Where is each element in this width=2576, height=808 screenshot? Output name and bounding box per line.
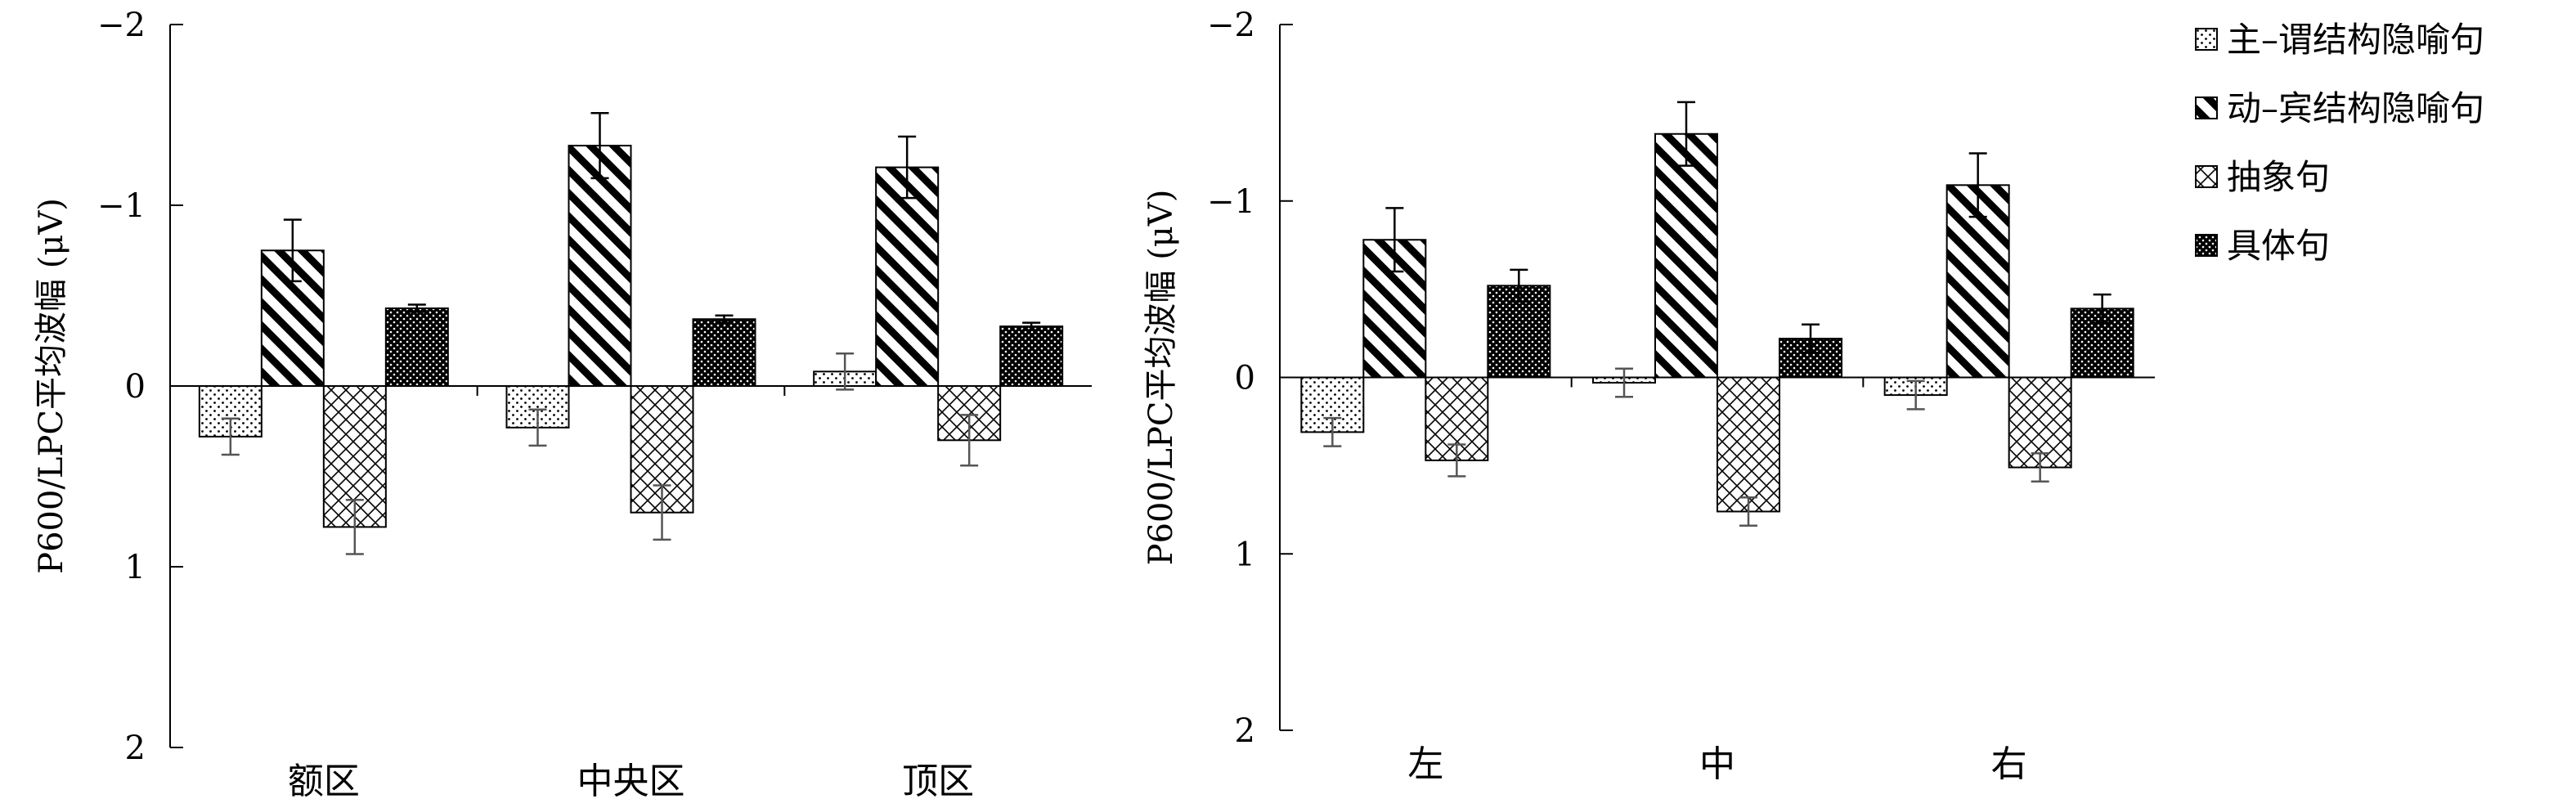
legend-item: 动–宾结构隐喻句	[2195, 88, 2484, 128]
legend-swatch	[2195, 97, 2218, 119]
y-tick-label: 1	[1235, 536, 1255, 573]
chart-panel-1: −2 −1 0 1 2 P600/LPC平均波幅 (μV) 额区 中央区 顶区	[33, 7, 1092, 802]
error-bar	[1906, 379, 1925, 411]
x-category-label: 右	[1991, 743, 2027, 785]
y-tick-label: 0	[125, 368, 146, 406]
error-bar	[898, 135, 917, 200]
y-tick-label: 1	[125, 549, 146, 586]
y-tick-label: 2	[125, 729, 146, 767]
y-tick-label: 0	[1235, 360, 1255, 397]
y-axis-label: P600/LPC平均波幅 (μV)	[33, 198, 70, 574]
error-bar	[836, 352, 855, 391]
error-bar	[1022, 321, 1041, 331]
x-category-label: 中	[1699, 743, 1735, 785]
error-bar	[345, 498, 364, 555]
error-bar	[2093, 293, 2112, 324]
error-bar	[283, 218, 302, 283]
legend-label: 动–宾结构隐喻句	[2227, 88, 2484, 128]
error-bar	[407, 303, 426, 313]
y-tick-label: −1	[1207, 183, 1255, 221]
legend-label: 抽象句	[2227, 157, 2330, 197]
x-category-label: 额区	[288, 761, 360, 802]
y-axis-label: P600/LPC平均波幅 (μV)	[1142, 190, 1180, 566]
error-bar	[590, 112, 609, 180]
x-category-label: 顶区	[902, 761, 974, 802]
legend-swatch	[2195, 234, 2218, 257]
bar	[1654, 132, 1718, 379]
x-category-label: 中央区	[577, 761, 685, 802]
legend-item: 具体句	[2195, 226, 2330, 266]
chart-panel-2: −2 −1 0 1 2 P600/LPC平均波幅 (μV) 左 中 右	[1142, 7, 2155, 785]
bar	[999, 325, 1064, 388]
error-bar	[1323, 416, 1342, 447]
bar	[692, 318, 756, 388]
bar	[1717, 376, 1780, 513]
error-bar	[528, 408, 547, 447]
legend-item: 主–谓结构隐喻句	[2195, 20, 2484, 60]
error-bar	[2031, 452, 2049, 483]
error-bar	[960, 414, 979, 467]
legend-swatch	[2195, 28, 2218, 51]
legend-label: 具体句	[2227, 226, 2330, 266]
bar	[875, 166, 940, 387]
error-bar	[1677, 101, 1695, 167]
error-bar	[1615, 367, 1633, 398]
error-bar	[1385, 207, 1404, 273]
error-bar	[1968, 152, 1987, 218]
bar	[384, 307, 449, 387]
legend-label: 主–谓结构隐喻句	[2227, 20, 2484, 60]
legend-item: 抽象句	[2195, 157, 2330, 197]
y-tick-label: 2	[1235, 712, 1255, 750]
bar	[568, 145, 632, 387]
error-bar	[1739, 496, 1757, 527]
error-bar	[715, 314, 734, 324]
legend-swatch	[2195, 165, 2218, 188]
x-category-label: 左	[1407, 743, 1443, 785]
y-tick-label: −2	[1207, 7, 1255, 44]
y-tick-label: −1	[97, 187, 146, 225]
error-bar	[653, 484, 671, 541]
error-bar	[1447, 443, 1466, 478]
error-bar	[221, 417, 240, 456]
error-bar	[1802, 323, 1820, 354]
y-tick-label: −2	[97, 7, 146, 44]
error-bar	[1510, 268, 1528, 303]
